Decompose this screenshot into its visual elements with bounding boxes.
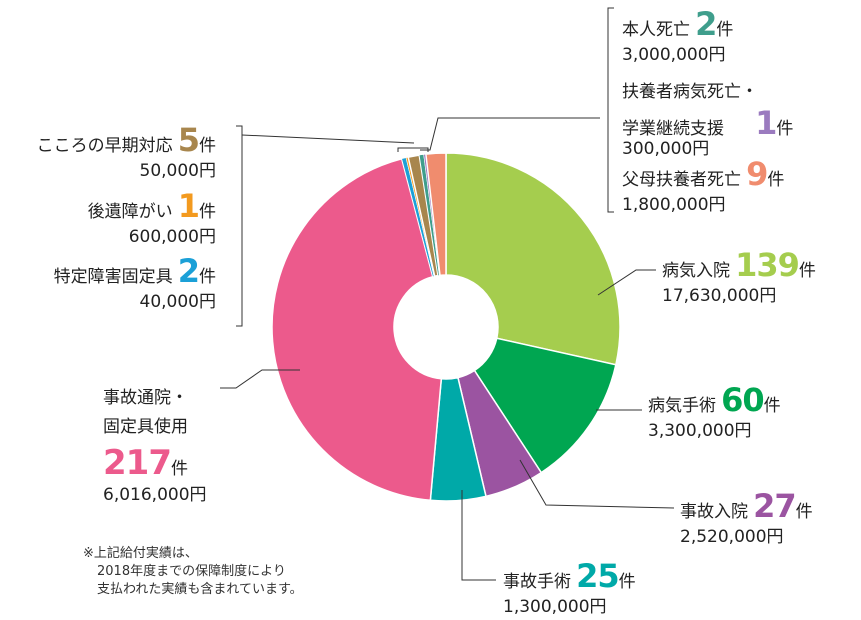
- label-unit: 件: [767, 170, 785, 190]
- label-name: 病気入院: [662, 261, 730, 281]
- label-unit: 件: [199, 202, 216, 222]
- label-honnin-shibo: 本人死亡 2件 3,000,000円: [622, 8, 733, 64]
- label-amount: 300,000円: [622, 139, 710, 159]
- label-unit: 件: [776, 119, 794, 139]
- donut-slice: [271, 157, 443, 502]
- label-amount: 40,000円: [139, 292, 216, 312]
- footnote: ※上記給付実績は、 2018年度までの保障制度により 支払われた実績も含まれてい…: [83, 545, 303, 599]
- label-count: 27: [753, 487, 797, 525]
- label-name: 事故入院: [680, 502, 748, 522]
- footnote-line: ※上記給付実績は、: [83, 546, 198, 561]
- label-name: 父母扶養者死亡: [622, 170, 741, 190]
- label-unit: 件: [763, 396, 781, 416]
- label-count: 1: [177, 187, 200, 225]
- label-count: 25: [576, 557, 620, 595]
- label-name-row-2: 学業継続支援 1件: [622, 107, 793, 139]
- label-fubo-fuyosha: 父母扶養者死亡 9件 1,800,000円: [622, 158, 784, 214]
- label-amount: 1,800,000円: [622, 195, 726, 215]
- label-unit: 件: [199, 267, 216, 287]
- label-unit: 件: [618, 572, 636, 592]
- label-count: 139: [735, 246, 800, 284]
- footnote-line: 支払われた実績も含まれています。: [97, 582, 303, 597]
- label-amount: 1,300,000円: [503, 597, 607, 617]
- label-count: 60: [721, 381, 765, 419]
- label-unit: 件: [199, 136, 216, 156]
- label-kokoro: こころの早期対応 5件 50,000円: [37, 124, 216, 180]
- donut-slice: [473, 337, 617, 474]
- leader-line: [519, 459, 675, 509]
- label-amount: 600,000円: [128, 227, 216, 247]
- label-fuyosha-byoki: 扶養者病気死亡・ 学業継続支援 1件 300,000円: [622, 84, 793, 158]
- label-unit: 件: [798, 261, 816, 281]
- label-count: 217: [103, 443, 172, 483]
- label-amount: 3,000,000円: [622, 45, 726, 65]
- leader-line: [597, 269, 656, 296]
- leader-line: [420, 117, 600, 151]
- label-amount: 3,300,000円: [648, 421, 752, 441]
- label-byoki-nyuin: 病気入院 139件 17,630,000円: [662, 249, 816, 305]
- label-name-line-1: 事故通院・: [103, 388, 188, 408]
- label-byoki-shujutsu: 病気手術 60件 3,300,000円: [648, 384, 781, 440]
- donut-slice: [445, 152, 621, 366]
- label-name: 病気手術: [648, 396, 716, 416]
- label-name: 事故手術: [503, 572, 571, 592]
- leader-line: [461, 490, 496, 581]
- label-name: 後遺障がい: [87, 202, 173, 222]
- label-count: 5: [177, 121, 200, 159]
- donut-slices: [271, 152, 621, 502]
- leader-lines: [220, 7, 675, 581]
- label-jiko-shujutsu: 事故手術 25件 1,300,000円: [503, 560, 636, 616]
- label-amount: 6,016,000円: [103, 485, 207, 505]
- donut-slice: [425, 152, 447, 277]
- label-count: 9: [746, 155, 768, 193]
- label-name: 本人死亡: [622, 20, 690, 40]
- label-koishogai: 後遺障がい 1件 600,000円: [88, 190, 216, 246]
- label-name: こころの早期対応: [36, 136, 173, 156]
- label-unit: 件: [795, 502, 813, 522]
- label-unit: 件: [716, 20, 734, 40]
- leader-line: [607, 7, 614, 213]
- leader-line: [236, 125, 243, 327]
- label-tokutei-shogai: 特定障害固定具 2件 40,000円: [54, 255, 216, 311]
- label-unit: 件: [170, 459, 188, 479]
- label-amount: 2,520,000円: [680, 527, 784, 547]
- label-count: 2: [695, 5, 717, 43]
- leader-line: [241, 134, 415, 144]
- label-name-line-2: 学業継続支援: [622, 119, 724, 139]
- label-count-row: 217件: [103, 446, 207, 480]
- label-amount: 50,000円: [139, 161, 216, 181]
- label-name-line-1: 扶養者病気死亡・: [622, 82, 758, 102]
- label-name: 特定障害固定具: [53, 267, 173, 287]
- label-count: 1: [755, 104, 777, 142]
- label-jiko-tsuin: 事故通院・ 固定具使用 217件 6,016,000円: [103, 390, 207, 504]
- label-jiko-nyuin: 事故入院 27件 2,520,000円: [680, 490, 813, 546]
- footnote-line: 2018年度までの保障制度により: [97, 564, 286, 579]
- label-count: 2: [177, 252, 200, 290]
- label-amount: 17,630,000円: [662, 286, 777, 306]
- leader-line: [220, 369, 300, 389]
- label-name-line-2: 固定具使用: [103, 417, 188, 437]
